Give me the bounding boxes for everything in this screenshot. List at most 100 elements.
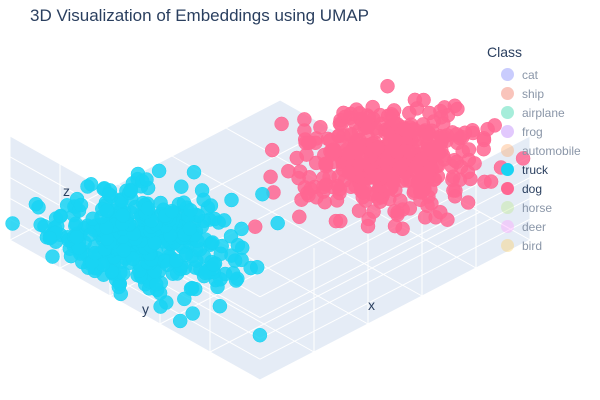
point-dog[interactable] bbox=[350, 142, 365, 157]
point-dog[interactable] bbox=[384, 107, 399, 122]
legend-item-frog[interactable]: frog bbox=[487, 122, 581, 141]
point-dog[interactable] bbox=[360, 218, 376, 234]
point-truck[interactable] bbox=[153, 195, 168, 211]
point-truck[interactable] bbox=[172, 313, 188, 329]
point-truck[interactable] bbox=[212, 298, 228, 314]
point-truck[interactable] bbox=[234, 221, 249, 237]
point-truck[interactable] bbox=[101, 187, 117, 202]
point-dog[interactable] bbox=[402, 201, 418, 216]
point-dog[interactable] bbox=[292, 209, 307, 225]
point-truck[interactable] bbox=[115, 207, 130, 223]
point-dog[interactable] bbox=[409, 159, 424, 174]
point-truck[interactable] bbox=[139, 172, 154, 187]
point-dog[interactable] bbox=[380, 78, 395, 94]
point-truck[interactable] bbox=[183, 203, 198, 218]
point-truck[interactable] bbox=[164, 203, 180, 219]
point-truck[interactable] bbox=[83, 227, 98, 242]
point-dog[interactable] bbox=[393, 193, 408, 208]
point-dog[interactable] bbox=[467, 156, 482, 171]
point-dog[interactable] bbox=[446, 169, 461, 184]
point-dog[interactable] bbox=[264, 142, 280, 158]
point-truck[interactable] bbox=[194, 183, 210, 198]
point-dog[interactable] bbox=[483, 174, 499, 189]
point-truck[interactable] bbox=[183, 281, 199, 296]
point-truck[interactable] bbox=[80, 179, 95, 194]
point-dog[interactable] bbox=[328, 213, 344, 229]
point-truck[interactable] bbox=[116, 243, 132, 258]
point-dog[interactable] bbox=[401, 144, 417, 159]
point-truck[interactable] bbox=[227, 253, 243, 268]
point-dog[interactable] bbox=[460, 195, 476, 210]
point-dog[interactable] bbox=[422, 105, 437, 121]
point-truck[interactable] bbox=[178, 247, 194, 262]
point-truck[interactable] bbox=[216, 213, 232, 228]
point-dog[interactable] bbox=[308, 135, 323, 151]
point-dog[interactable] bbox=[437, 100, 452, 115]
point-dog[interactable] bbox=[313, 119, 328, 135]
point-dog[interactable] bbox=[416, 92, 431, 108]
point-dog[interactable] bbox=[316, 179, 331, 195]
point-dog[interactable] bbox=[515, 151, 531, 166]
point-truck[interactable] bbox=[225, 266, 241, 281]
legend-item-dog[interactable]: dog bbox=[487, 179, 581, 198]
point-truck[interactable] bbox=[99, 203, 115, 218]
point-truck[interactable] bbox=[33, 217, 48, 232]
point-dog[interactable] bbox=[449, 127, 464, 142]
point-dog[interactable] bbox=[447, 152, 462, 168]
point-truck[interactable] bbox=[73, 197, 89, 213]
point-dog[interactable] bbox=[392, 160, 407, 176]
point-dog[interactable] bbox=[351, 203, 367, 218]
legend-item-cat[interactable]: cat bbox=[487, 65, 581, 84]
point-truck[interactable] bbox=[68, 216, 84, 232]
point-truck[interactable] bbox=[151, 163, 167, 179]
point-truck[interactable] bbox=[230, 237, 246, 253]
point-truck[interactable] bbox=[42, 230, 58, 246]
point-dog[interactable] bbox=[396, 122, 412, 137]
point-truck[interactable] bbox=[113, 286, 129, 302]
point-truck[interactable] bbox=[185, 306, 200, 321]
point-dog[interactable] bbox=[446, 183, 461, 198]
legend-item-automobile[interactable]: automobile bbox=[487, 141, 581, 160]
point-dog[interactable] bbox=[358, 193, 373, 208]
point-truck[interactable] bbox=[206, 257, 221, 272]
point-truck[interactable] bbox=[153, 299, 168, 314]
point-truck[interactable] bbox=[177, 291, 192, 307]
point-dog[interactable] bbox=[370, 140, 386, 156]
point-dog[interactable] bbox=[341, 165, 357, 181]
legend-item-horse[interactable]: horse bbox=[487, 198, 581, 217]
point-truck[interactable] bbox=[140, 201, 156, 216]
point-truck[interactable] bbox=[270, 215, 285, 231]
point-truck[interactable] bbox=[186, 164, 202, 180]
point-truck[interactable] bbox=[69, 229, 84, 245]
point-truck[interactable] bbox=[205, 235, 220, 250]
point-dog[interactable] bbox=[465, 123, 480, 138]
point-dog[interactable] bbox=[281, 163, 296, 179]
point-truck[interactable] bbox=[53, 208, 68, 224]
point-dog[interactable] bbox=[390, 205, 405, 220]
point-dog[interactable] bbox=[274, 116, 289, 132]
point-dog[interactable] bbox=[402, 105, 417, 121]
point-truck[interactable] bbox=[182, 221, 198, 236]
legend-item-bird[interactable]: bird bbox=[487, 236, 581, 255]
point-dog[interactable] bbox=[327, 143, 342, 158]
point-dog[interactable] bbox=[424, 142, 439, 158]
point-truck[interactable] bbox=[148, 276, 164, 292]
point-dog[interactable] bbox=[297, 112, 312, 127]
point-truck[interactable] bbox=[45, 249, 60, 264]
point-truck[interactable] bbox=[252, 327, 268, 343]
point-truck[interactable] bbox=[28, 196, 44, 212]
point-truck[interactable] bbox=[224, 192, 239, 208]
point-dog[interactable] bbox=[349, 102, 364, 117]
point-dog[interactable] bbox=[440, 212, 455, 227]
point-dog[interactable] bbox=[263, 169, 278, 185]
point-dog[interactable] bbox=[476, 132, 492, 148]
point-dog[interactable] bbox=[387, 218, 403, 234]
point-dog[interactable] bbox=[336, 105, 351, 121]
point-truck[interactable] bbox=[249, 259, 265, 275]
point-truck[interactable] bbox=[123, 182, 139, 198]
point-dog[interactable] bbox=[309, 190, 324, 205]
point-dog[interactable] bbox=[344, 126, 359, 142]
legend-item-airplane[interactable]: airplane bbox=[487, 103, 581, 122]
point-dog[interactable] bbox=[461, 142, 477, 157]
legend-item-truck[interactable]: truck bbox=[487, 160, 581, 179]
